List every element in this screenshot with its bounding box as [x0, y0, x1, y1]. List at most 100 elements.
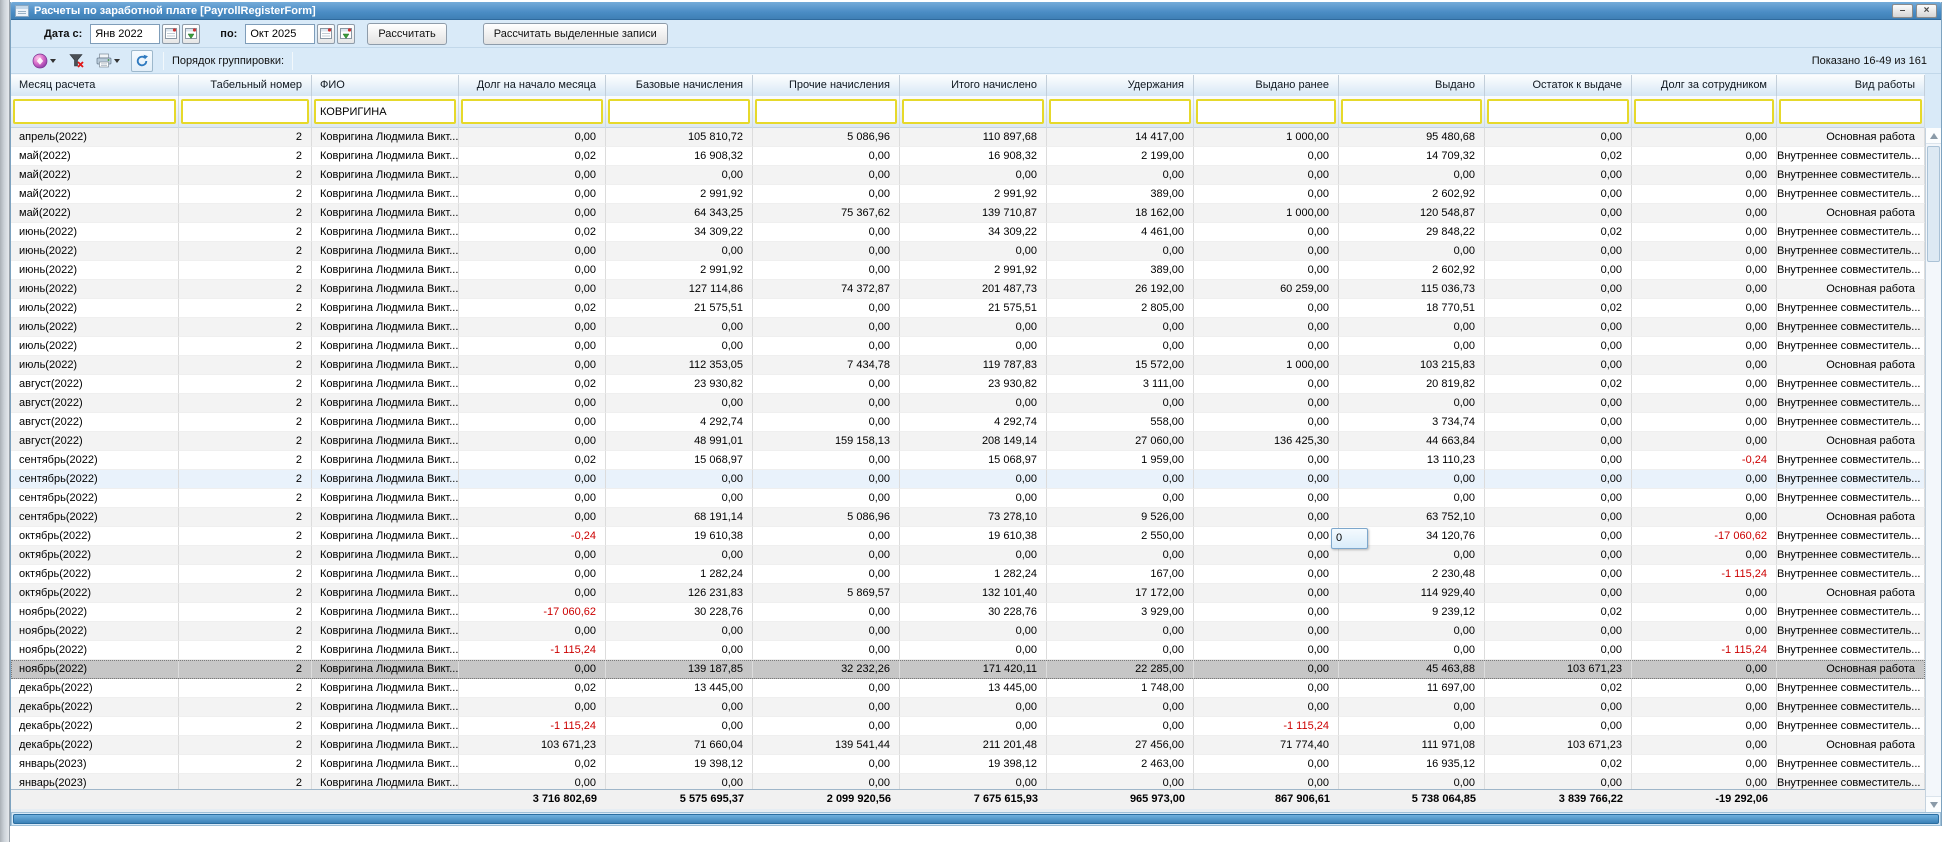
cell-fio: Ковригина Людмила Викт...	[312, 375, 459, 394]
date-to-input[interactable]	[245, 23, 316, 44]
refresh-button[interactable]	[131, 49, 153, 72]
cell-debt_start: 0,00	[459, 470, 606, 489]
column-header-base_accruals[interactable]: Базовые начисления	[606, 75, 753, 97]
table-row[interactable]: август(2022) 2 Ковригина Людмила Викт... 0,…	[11, 375, 1925, 394]
column-header-work_type[interactable]: Вид работы	[1777, 75, 1925, 97]
table-row[interactable]: ноябрь(2022) 2 Ковригина Людмила Викт... -1…	[11, 641, 1925, 660]
column-header-tab_number[interactable]: Табельный номер	[179, 75, 312, 97]
table-row[interactable]: сентябрь(2022) 2 Ковригина Людмила Викт...…	[11, 451, 1925, 470]
table-row[interactable]: октябрь(2022) 2 Ковригина Людмила Викт... 0…	[11, 584, 1925, 603]
filter-input-base_accruals[interactable]	[608, 99, 750, 124]
table-row[interactable]: декабрь(2022) 2 Ковригина Людмила Викт... -…	[11, 717, 1925, 736]
scroll-up-button[interactable]	[1926, 128, 1941, 144]
column-header-total_accrued[interactable]: Итого начислено	[900, 75, 1047, 97]
table-row[interactable]: июль(2022) 2 Ковригина Людмила Викт... 0,00…	[11, 337, 1925, 356]
date-from-input[interactable]	[90, 23, 161, 44]
clear-filter-button[interactable]	[65, 50, 87, 72]
cell-work_type: Внутреннее совместитель...	[1777, 299, 1925, 318]
table-row[interactable]: июль(2022) 2 Ковригина Людмила Викт... 0,00…	[11, 318, 1925, 337]
table-row[interactable]: декабрь(2022) 2 Ковригина Людмила Викт... 1…	[11, 736, 1925, 755]
horizontal-scrollbar[interactable]	[11, 812, 1941, 826]
close-button[interactable]: ×	[1916, 3, 1937, 18]
cell-total_accrued: 211 201,48	[900, 736, 1047, 755]
table-row[interactable]: май(2022) 2 Ковригина Людмила Викт... 0,00 2…	[11, 185, 1925, 204]
table-row[interactable]: август(2022) 2 Ковригина Людмила Викт... 0,…	[11, 413, 1925, 432]
cell-paid_earlier: 0,00	[1194, 223, 1339, 242]
cell-tab_number: 2	[179, 717, 312, 736]
table-row[interactable]: июль(2022) 2 Ковригина Людмила Викт... 0,00…	[11, 356, 1925, 375]
title-bar[interactable]: Расчеты по заработной плате [PayrollRegi…	[11, 2, 1941, 20]
calculate-selected-button[interactable]: Рассчитать выделенные записи	[482, 22, 668, 45]
filter-input-paid_earlier[interactable]	[1196, 99, 1336, 124]
vertical-scrollbar[interactable]	[1925, 128, 1941, 812]
date-to-picker-button[interactable]	[337, 23, 356, 44]
table-row[interactable]: июнь(2022) 2 Ковригина Людмила Викт... 0,00…	[11, 280, 1925, 299]
column-header-employee_debt[interactable]: Долг за сотрудником	[1632, 75, 1777, 97]
table-row[interactable]: ноябрь(2022) 2 Ковригина Людмила Викт... 0,…	[11, 622, 1925, 641]
filter-input-withholdings[interactable]	[1049, 99, 1191, 124]
table-row[interactable]: октябрь(2022) 2 Ковригина Людмила Викт... -…	[11, 527, 1925, 546]
table-row[interactable]: август(2022) 2 Ковригина Людмила Викт... 0,…	[11, 394, 1925, 413]
cell-paid_earlier: 1 000,00	[1194, 128, 1339, 147]
column-header-debt_start[interactable]: Долг на начало месяца	[459, 75, 606, 97]
column-header-withholdings[interactable]: Удержания	[1047, 75, 1194, 97]
filter-input-debt_start[interactable]	[461, 99, 603, 124]
scroll-down-button[interactable]	[1926, 796, 1941, 812]
cell-debt_start: -1 115,24	[459, 641, 606, 660]
date-from-picker-button[interactable]	[182, 23, 201, 44]
table-row[interactable]: октябрь(2022) 2 Ковригина Людмила Викт... 0…	[11, 546, 1925, 565]
column-header-balance_due[interactable]: Остаток к выдаче	[1485, 75, 1632, 97]
cell-employee_debt: -17 060,62	[1632, 527, 1777, 546]
table-row[interactable]: июль(2022) 2 Ковригина Людмила Викт... 0,02…	[11, 299, 1925, 318]
table-row[interactable]: сентябрь(2022) 2 Ковригина Людмила Викт...…	[11, 470, 1925, 489]
filter-input-tab_number[interactable]	[181, 99, 309, 124]
filter-input-balance_due[interactable]	[1487, 99, 1629, 124]
table-row[interactable]: декабрь(2022) 2 Ковригина Людмила Викт... 0…	[11, 679, 1925, 698]
table-row[interactable]: январь(2023) 2 Ковригина Людмила Викт... 0,…	[11, 755, 1925, 774]
table-row[interactable]: ноябрь(2022) 2 Ковригина Людмила Викт... -1…	[11, 603, 1925, 622]
filter-input-total_accrued[interactable]	[902, 99, 1044, 124]
column-header-other_accruals[interactable]: Прочие начисления	[753, 75, 900, 97]
calculate-button[interactable]: Рассчитать	[367, 22, 447, 45]
filter-input-other_accruals[interactable]	[755, 99, 897, 124]
filter-input-paid[interactable]	[1341, 99, 1482, 124]
column-header-month[interactable]: Месяц расчета	[11, 75, 179, 97]
minimize-button[interactable]: –	[1892, 3, 1913, 18]
column-header-fio[interactable]: ФИО	[312, 75, 459, 97]
vertical-scroll-thumb[interactable]	[1927, 146, 1940, 262]
table-row[interactable]: август(2022) 2 Ковригина Людмила Викт... 0,…	[11, 432, 1925, 451]
table-row[interactable]: сентябрь(2022) 2 Ковригина Людмила Викт...…	[11, 508, 1925, 527]
table-row[interactable]: июнь(2022) 2 Ковригина Людмила Викт... 0,00…	[11, 242, 1925, 261]
cell-paid: 0,00	[1339, 470, 1485, 489]
date-from-calendar-button[interactable]	[162, 23, 181, 44]
filter-input-employee_debt[interactable]	[1634, 99, 1774, 124]
table-row[interactable]: май(2022) 2 Ковригина Людмила Викт... 0,02 1…	[11, 147, 1925, 166]
table-row[interactable]: октябрь(2022) 2 Ковригина Людмила Викт... 0…	[11, 565, 1925, 584]
cell-total_accrued: 0,00	[900, 470, 1047, 489]
export-menu-button[interactable]	[29, 50, 59, 72]
table-row[interactable]: сентябрь(2022) 2 Ковригина Людмила Викт...…	[11, 489, 1925, 508]
column-header-paid_earlier[interactable]: Выдано ранее	[1194, 75, 1339, 97]
table-row[interactable]: май(2022) 2 Ковригина Людмила Викт... 0,00 6…	[11, 204, 1925, 223]
cell-debt_start: 0,02	[459, 679, 606, 698]
cell-debt_start: 0,00	[459, 356, 606, 375]
table-row[interactable]: июнь(2022) 2 Ковригина Людмила Викт... 0,02…	[11, 223, 1925, 242]
table-row[interactable]: июнь(2022) 2 Ковригина Людмила Викт... 0,00…	[11, 261, 1925, 280]
filter-input-fio[interactable]	[314, 99, 456, 124]
horizontal-scroll-thumb[interactable]	[13, 814, 1939, 824]
cell-paid: 20 819,82	[1339, 375, 1485, 394]
date-to-calendar-button[interactable]	[317, 23, 336, 44]
table-row[interactable]: декабрь(2022) 2 Ковригина Людмила Викт... 0…	[11, 698, 1925, 717]
filter-input-month[interactable]	[13, 99, 176, 124]
table-row[interactable]: май(2022) 2 Ковригина Людмила Викт... 0,00 0…	[11, 166, 1925, 185]
filter-input-work_type[interactable]	[1779, 99, 1922, 124]
table-row[interactable]: апрель(2022) 2 Ковригина Людмила Викт... 0,…	[11, 128, 1925, 147]
cell-withholdings: 18 162,00	[1047, 204, 1194, 223]
column-header-paid[interactable]: Выдано	[1339, 75, 1485, 97]
table-row[interactable]: ноябрь(2022) 2 Ковригина Людмила Викт... 0,…	[11, 660, 1925, 679]
cell-tab_number: 2	[179, 489, 312, 508]
cell-withholdings: 2 805,00	[1047, 299, 1194, 318]
print-menu-button[interactable]	[93, 50, 123, 72]
inline-cell-editor[interactable]: 0	[1331, 528, 1368, 549]
table-row[interactable]: январь(2023) 2 Ковригина Людмила Викт... 0,…	[11, 774, 1925, 789]
